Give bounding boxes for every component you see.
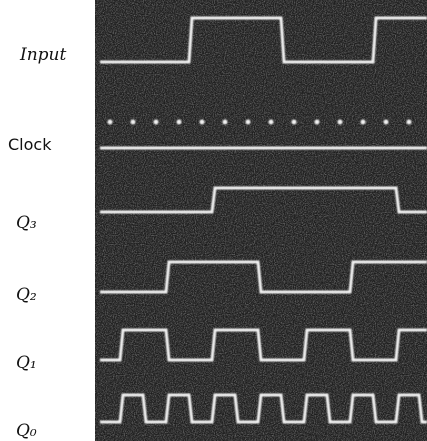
clock-pulse bbox=[360, 119, 366, 125]
clock-pulse bbox=[314, 119, 320, 125]
clock-pulse bbox=[107, 119, 113, 125]
label-q3: Q₃ bbox=[16, 213, 37, 233]
clock-pulse bbox=[245, 119, 251, 125]
clock-pulse bbox=[406, 119, 412, 125]
traces bbox=[100, 16, 427, 424]
label-clock: Clock bbox=[8, 135, 52, 154]
clock-pulse bbox=[153, 119, 159, 125]
label-input: Input bbox=[19, 45, 66, 65]
label-q2: Q₂ bbox=[16, 285, 37, 305]
label-q0: Q₀ bbox=[16, 421, 37, 441]
clock-pulse bbox=[176, 119, 182, 125]
screen-noise bbox=[95, 0, 427, 441]
q2-trace bbox=[100, 260, 427, 294]
q3-trace bbox=[100, 186, 427, 214]
clock-pulse bbox=[268, 119, 274, 125]
label-q1: Q₁ bbox=[16, 353, 37, 373]
clock-pulse bbox=[130, 119, 136, 125]
clock-pulse bbox=[222, 119, 228, 125]
clock-pulse bbox=[337, 119, 343, 125]
clock-pulse bbox=[383, 119, 389, 125]
q0-trace bbox=[100, 393, 427, 424]
input-trace bbox=[100, 16, 427, 64]
q1-trace bbox=[100, 328, 427, 362]
clock-pulse bbox=[291, 119, 297, 125]
clock-pulse bbox=[199, 119, 205, 125]
